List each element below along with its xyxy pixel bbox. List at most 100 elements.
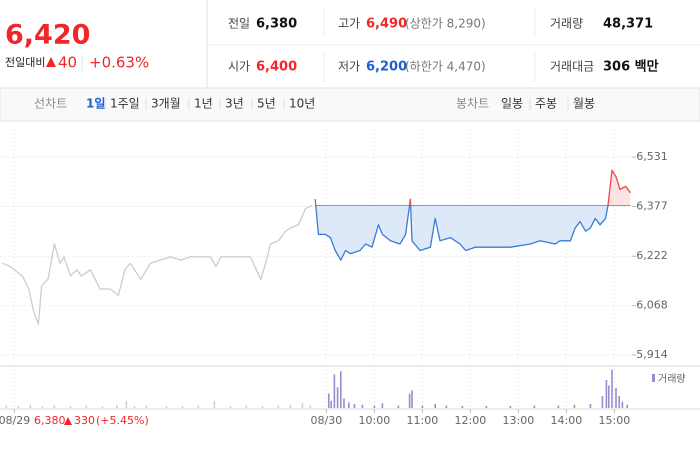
volume-bar	[343, 398, 345, 408]
period-tab[interactable]: 3년	[225, 97, 244, 111]
volume-bar	[245, 405, 248, 408]
volume-bar	[17, 406, 20, 408]
up-arrow-icon	[64, 417, 72, 425]
period-tab[interactable]: 10년	[289, 97, 315, 111]
volume-bar	[445, 405, 448, 408]
volume-bar	[5, 405, 8, 408]
x-tick-label: 12:00	[455, 414, 487, 427]
volume-bar	[434, 404, 436, 408]
y-tick-label: 6,377	[636, 199, 668, 212]
period-tab[interactable]: 1주일	[110, 97, 140, 111]
summary-value: 6,380	[256, 17, 297, 32]
period-tab[interactable]: 1일	[86, 97, 105, 111]
change-label: 전일대비	[5, 55, 45, 69]
volume-bar	[53, 405, 56, 408]
volume-bar	[301, 403, 304, 408]
volume-bar	[213, 400, 216, 408]
volume-bar	[333, 374, 336, 408]
candle-tab[interactable]: 주봉	[535, 97, 557, 111]
change-rate: +0.63%	[89, 54, 149, 72]
price-line	[2, 204, 313, 325]
x-tick-label: 08/29	[0, 414, 30, 427]
tab-group-label: 봉차트	[456, 97, 489, 111]
tab-bar	[0, 87, 700, 122]
volume-bar	[340, 371, 342, 408]
volume-bar	[618, 396, 620, 408]
volume-bar	[353, 404, 356, 408]
volume-bar	[557, 405, 560, 408]
summary-note: (상한가 8,290)	[405, 17, 486, 31]
volume-bar	[261, 406, 264, 408]
summary-label: 거래대금	[550, 60, 594, 74]
volume-bar	[165, 406, 168, 408]
period-tab[interactable]: 3개월	[151, 97, 181, 111]
volume-bar	[601, 396, 604, 408]
volume-bar	[611, 369, 613, 408]
volume-bar	[626, 404, 628, 408]
volume-bar	[330, 400, 332, 408]
volume-bar	[328, 393, 330, 408]
volume-bar	[145, 405, 148, 408]
summary-value: 6,200	[366, 60, 407, 75]
volume-bar	[573, 404, 576, 408]
tabs: 선차트 1일 1주일 3개월 1년 3년 5년 10년 봉차트 일봉 주봉 월봉	[34, 97, 595, 111]
volume-bar	[361, 404, 364, 408]
x-tick-label: 15:00	[599, 414, 631, 427]
volume-bar	[41, 406, 44, 408]
prev-change: 330	[74, 414, 95, 427]
volume-bar	[411, 390, 413, 408]
volume-bar	[348, 402, 350, 408]
volume-bar	[421, 405, 424, 408]
summary-label: 거래량	[550, 17, 583, 31]
tab-group-label: 선차트	[34, 97, 67, 111]
x-tick-label: 11:00	[407, 414, 439, 427]
volume-bar	[605, 380, 608, 408]
volume-bar	[373, 405, 376, 408]
price-area	[315, 170, 631, 261]
summary-note: (하한가 4,470)	[405, 60, 486, 74]
summary-label: 전일	[228, 17, 250, 31]
current-price: 6,420	[5, 20, 90, 51]
volume-bar	[133, 406, 136, 408]
summary-value: 48,371	[603, 17, 653, 32]
summary-label: 저가	[338, 60, 360, 74]
x-tick-label: 10:00	[359, 414, 391, 427]
period-tab[interactable]: 1년	[194, 97, 213, 111]
x-tick-label: 13:00	[503, 414, 535, 427]
volume-bar	[277, 405, 280, 408]
period-tab[interactable]: 5년	[257, 97, 276, 111]
legend-label: 거래량	[658, 373, 686, 385]
volume-bar	[289, 404, 292, 408]
prev-rate: (+5.45%)	[96, 414, 149, 427]
volume-bar	[615, 388, 617, 408]
volume-bar	[101, 406, 104, 408]
y-tick-label: 5,914	[636, 348, 668, 361]
volume-bar	[397, 405, 400, 408]
volume-bar	[509, 406, 512, 408]
summary-label: 시가	[228, 60, 250, 74]
volume-bar	[181, 406, 184, 408]
volume-bar	[485, 406, 488, 408]
volume-bar	[116, 405, 118, 408]
legend-swatch	[652, 374, 655, 382]
volume-bar	[125, 400, 128, 408]
volume-bar	[85, 405, 88, 408]
summary-value: 306 백만	[603, 59, 659, 75]
volume-bar	[621, 401, 624, 408]
volume-bar	[589, 404, 592, 408]
volume-bar	[29, 404, 32, 408]
volume-bar	[461, 406, 464, 408]
y-tick-label: 6,222	[636, 249, 668, 262]
summary-value: 6,490	[366, 17, 407, 32]
summary-value: 6,400	[256, 60, 297, 75]
candle-tab[interactable]: 일봉	[501, 97, 523, 111]
volume-bar	[229, 406, 232, 408]
summary-table: 전일 6,380 고가 6,490(상한가 8,290) 거래량 48,371 시가 6,40…	[228, 17, 659, 75]
volume-bar	[309, 405, 312, 408]
price-line	[314, 169, 631, 261]
change-value: 40	[58, 54, 77, 72]
volume-bar	[408, 393, 411, 408]
candle-tab[interactable]: 월봉	[573, 97, 595, 111]
